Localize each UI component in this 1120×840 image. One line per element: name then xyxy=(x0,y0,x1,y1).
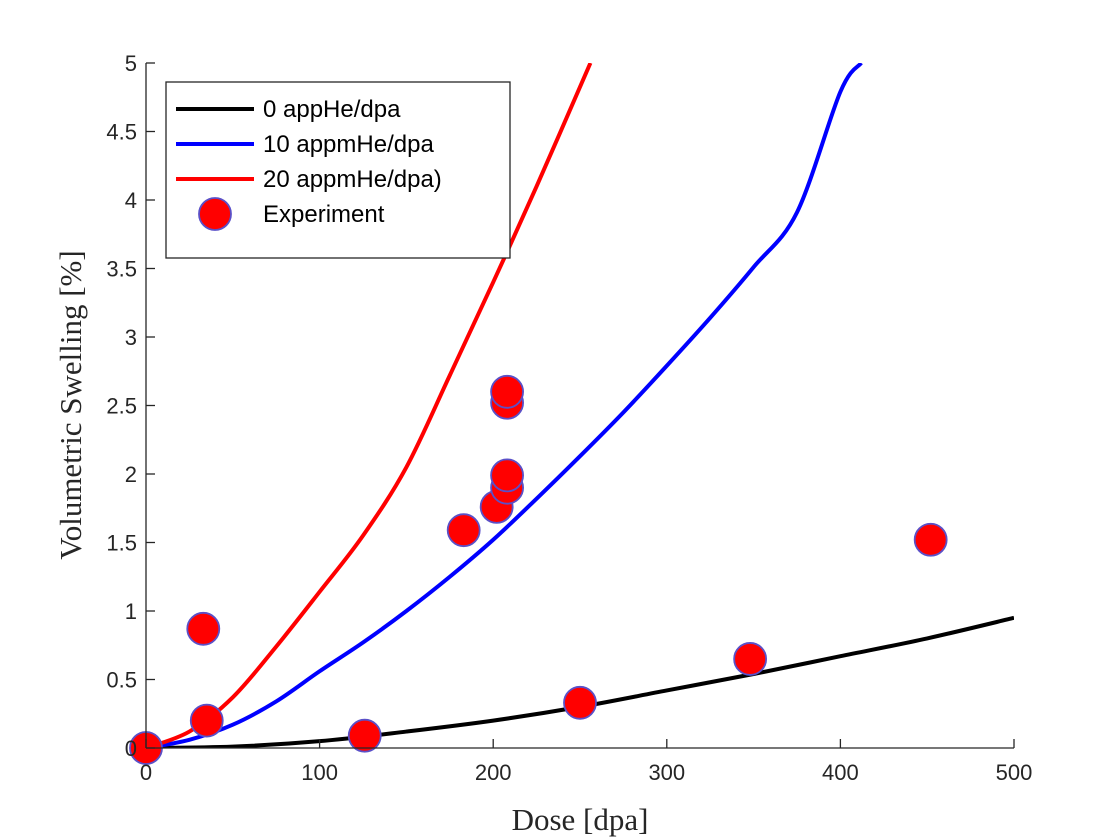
y-tick-label: 0 xyxy=(125,736,137,761)
legend-entry: 0 appHe/dpa xyxy=(263,96,401,123)
y-tick-label: 2.5 xyxy=(106,394,137,419)
x-tick-label: 500 xyxy=(996,760,1033,785)
x-axis-title: Dose [dpa] xyxy=(512,802,649,837)
y-tick-label: 1.5 xyxy=(106,531,137,556)
experiment-point xyxy=(734,643,766,675)
experiment-point xyxy=(187,613,219,645)
x-tick-label: 200 xyxy=(475,760,512,785)
y-tick-label: 3 xyxy=(125,325,137,350)
y-tick-label: 4 xyxy=(125,188,137,213)
y-axis-title: Volumetric Swelling [%] xyxy=(53,250,88,559)
x-tick-label: 400 xyxy=(822,760,859,785)
legend-entry: 10 appmHe/dpa xyxy=(263,131,434,158)
legend: 0 appHe/dpa 10 appmHe/dpa 20 appmHe/dpa) Ex… xyxy=(166,82,510,258)
x-tick-label: 300 xyxy=(648,760,685,785)
y-tick-label: 0.5 xyxy=(106,668,137,693)
experiment-point xyxy=(564,687,596,719)
legend-swatch-marker xyxy=(199,198,231,230)
experiment-point xyxy=(491,376,523,408)
x-tick-label: 0 xyxy=(140,760,152,785)
experiment-point xyxy=(349,720,381,752)
legend-entry: 20 appmHe/dpa) xyxy=(263,166,442,193)
y-tick-label: 4.5 xyxy=(106,120,137,145)
y-tick-label: 5 xyxy=(125,51,137,76)
legend-entry: Experiment xyxy=(263,201,385,228)
y-tick-label: 2 xyxy=(125,462,137,487)
experiment-point xyxy=(915,524,947,556)
x-tick-label: 100 xyxy=(301,760,338,785)
series-line-0 xyxy=(146,618,1014,748)
y-tick-label: 3.5 xyxy=(106,257,137,282)
experiment-point xyxy=(448,514,480,546)
experiment-point xyxy=(191,705,223,737)
experiment-point xyxy=(491,459,523,491)
y-tick-label: 1 xyxy=(125,599,137,624)
